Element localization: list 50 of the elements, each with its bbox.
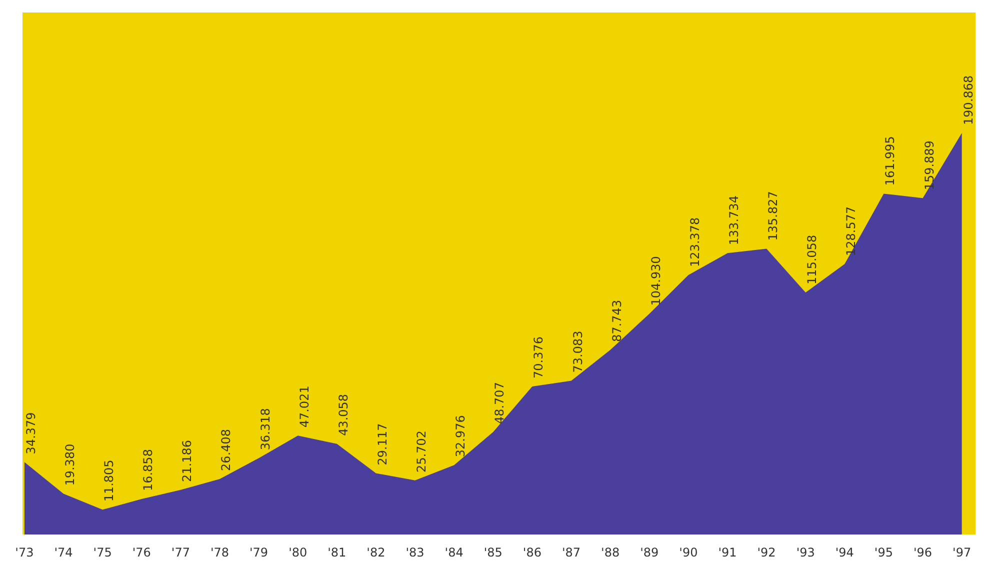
data-label: 73.083 — [570, 330, 585, 373]
x-tick-label: '73 — [15, 546, 34, 560]
data-label: 34.379 — [24, 412, 38, 454]
data-label: 26.408 — [219, 428, 234, 471]
data-label: 19.380 — [63, 444, 78, 486]
x-tick-label: '75 — [93, 546, 112, 560]
x-tick-label: '88 — [601, 546, 620, 560]
data-label: 159.889 — [922, 140, 936, 190]
x-tick-label: '83 — [406, 546, 424, 560]
data-label: 25.702 — [414, 430, 429, 472]
x-tick-label: '81 — [328, 546, 346, 560]
x-tick-label: '90 — [679, 546, 698, 560]
x-tick-label: '96 — [913, 546, 932, 560]
data-label: 133.734 — [726, 196, 741, 246]
data-label: 32.976 — [454, 415, 468, 458]
x-tick-label: '89 — [640, 546, 659, 560]
data-label: 190.868 — [961, 75, 976, 125]
x-tick-label: '77 — [171, 546, 190, 560]
data-label: 115.058 — [805, 234, 820, 284]
data-label: 21.186 — [180, 440, 194, 482]
data-label: 48.707 — [492, 382, 507, 424]
data-label: 123.378 — [688, 217, 702, 267]
x-tick-label: '76 — [132, 546, 151, 560]
data-label: 11.805 — [102, 460, 116, 502]
x-tick-label: '91 — [718, 546, 737, 560]
x-tick-label: '86 — [522, 546, 542, 560]
x-tick-label: '79 — [250, 546, 268, 560]
x-tick-label: '85 — [484, 546, 502, 560]
x-tick-label: '94 — [835, 546, 854, 560]
data-label: 43.058 — [336, 394, 350, 436]
data-label: 87.743 — [610, 300, 624, 342]
x-tick-label: '87 — [562, 546, 581, 560]
x-tick-label: '74 — [54, 546, 73, 560]
data-label: 47.021 — [297, 386, 312, 428]
x-tick-label: '92 — [757, 546, 776, 560]
data-label: 70.376 — [532, 336, 546, 378]
x-tick-label: '80 — [288, 546, 308, 560]
data-label: 36.318 — [258, 408, 272, 450]
x-tick-label: '84 — [444, 546, 464, 560]
data-label: 135.827 — [766, 191, 780, 241]
x-tick-label: '93 — [796, 546, 815, 560]
x-tick-label: '82 — [366, 546, 386, 560]
data-label: 128.577 — [844, 206, 858, 256]
data-label: 29.117 — [375, 423, 390, 466]
data-label: 161.995 — [883, 136, 898, 186]
x-tick-label: '97 — [952, 546, 972, 560]
x-tick-label: '95 — [874, 546, 894, 560]
data-label: 104.930 — [648, 256, 663, 306]
data-label: 16.858 — [141, 449, 156, 492]
x-tick-label: '78 — [210, 546, 230, 560]
